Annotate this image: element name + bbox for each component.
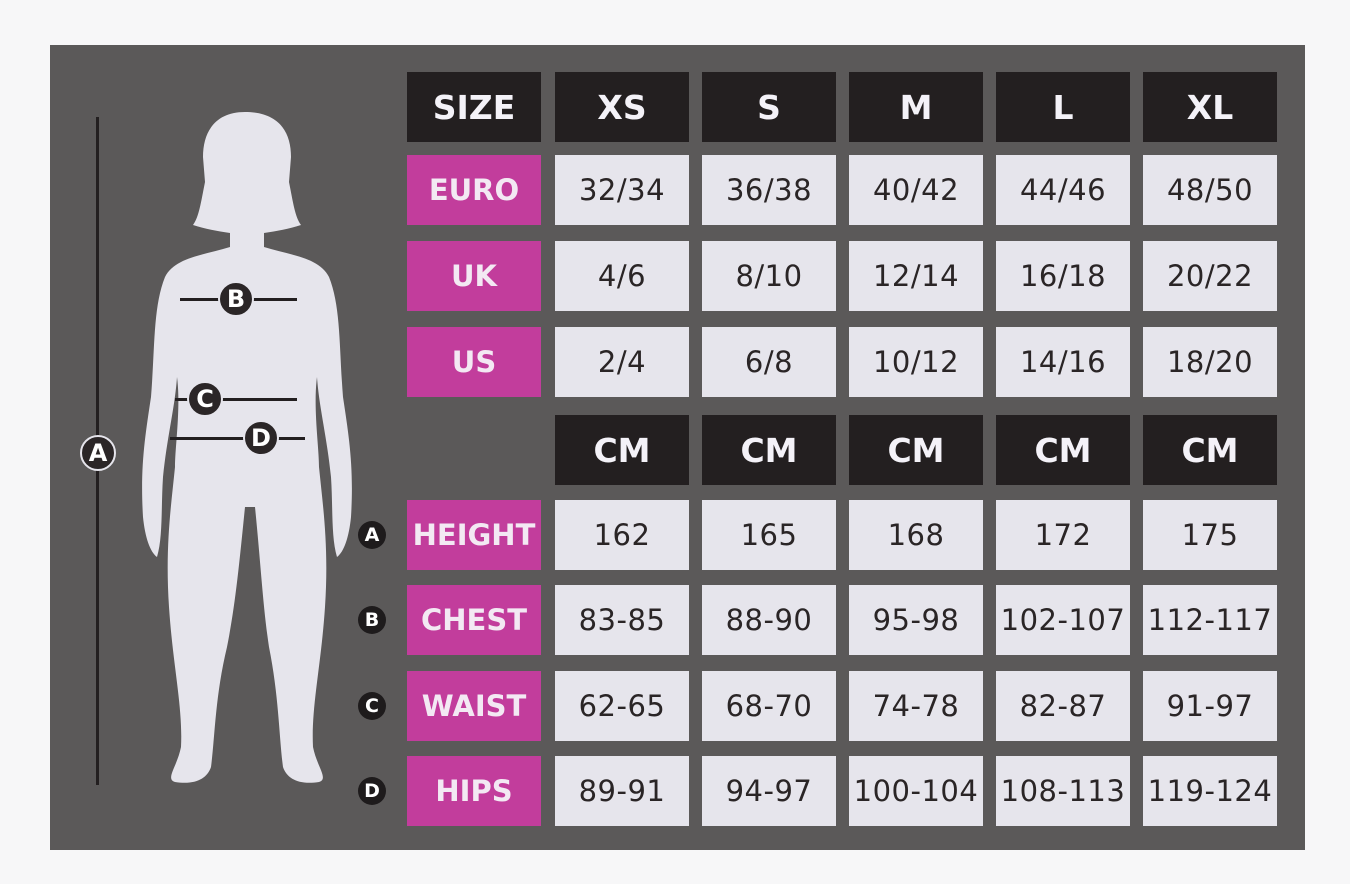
- table-cell: 175: [1143, 500, 1277, 570]
- table-cell: 48/50: [1143, 155, 1277, 225]
- figure-marker-b: B: [218, 281, 254, 317]
- figure-marker-d: D: [243, 420, 279, 456]
- size-chart-card: A B C D SIZE XS S M L XL EURO 32/34 36/38 40/42 44…: [50, 45, 1305, 850]
- unit-header: CM: [555, 415, 689, 485]
- table-cell: 89-91: [555, 756, 689, 826]
- measurement-marker: B: [358, 606, 386, 634]
- unit-header: CM: [702, 415, 836, 485]
- table-cell: 68-70: [702, 671, 836, 741]
- table-cell: 119-124: [1143, 756, 1277, 826]
- table-cell: 8/10: [702, 241, 836, 311]
- row-label: HIPS: [407, 756, 541, 826]
- table-cell: 18/20: [1143, 327, 1277, 397]
- size-column-header: XS: [555, 72, 689, 142]
- row-label: UK: [407, 241, 541, 311]
- measurement-marker: D: [358, 777, 386, 805]
- size-column-header: XL: [1143, 72, 1277, 142]
- table-cell: 40/42: [849, 155, 983, 225]
- row-label: HEIGHT: [407, 500, 541, 570]
- table-cell: 14/16: [996, 327, 1130, 397]
- table-cell: 94-97: [702, 756, 836, 826]
- table-cell: 74-78: [849, 671, 983, 741]
- size-column-header: M: [849, 72, 983, 142]
- table-cell: 10/12: [849, 327, 983, 397]
- table-cell: 172: [996, 500, 1130, 570]
- unit-header: CM: [996, 415, 1130, 485]
- figure-marker-a: A: [80, 435, 116, 471]
- measurement-marker: C: [358, 692, 386, 720]
- unit-header: CM: [849, 415, 983, 485]
- table-cell: 168: [849, 500, 983, 570]
- table-cell: 162: [555, 500, 689, 570]
- table-cell: 108-113: [996, 756, 1130, 826]
- table-cell: 83-85: [555, 585, 689, 655]
- measurement-marker: A: [358, 521, 386, 549]
- row-label: US: [407, 327, 541, 397]
- table-cell: 2/4: [555, 327, 689, 397]
- waist-line: [175, 398, 297, 401]
- unit-header: CM: [1143, 415, 1277, 485]
- row-label: WAIST: [407, 671, 541, 741]
- row-label: EURO: [407, 155, 541, 225]
- row-label: CHEST: [407, 585, 541, 655]
- table-cell: 12/14: [849, 241, 983, 311]
- hips-line: [170, 437, 305, 440]
- size-header: SIZE: [407, 72, 541, 142]
- table-cell: 16/18: [996, 241, 1130, 311]
- table-cell: 91-97: [1143, 671, 1277, 741]
- table-cell: 112-117: [1143, 585, 1277, 655]
- size-column-header: L: [996, 72, 1130, 142]
- table-cell: 36/38: [702, 155, 836, 225]
- table-cell: 165: [702, 500, 836, 570]
- table-cell: 4/6: [555, 241, 689, 311]
- table-cell: 88-90: [702, 585, 836, 655]
- size-column-header: S: [702, 72, 836, 142]
- table-cell: 20/22: [1143, 241, 1277, 311]
- table-cell: 102-107: [996, 585, 1130, 655]
- table-cell: 100-104: [849, 756, 983, 826]
- table-cell: 32/34: [555, 155, 689, 225]
- figure-marker-c: C: [187, 381, 223, 417]
- table-cell: 44/46: [996, 155, 1130, 225]
- table-cell: 82-87: [996, 671, 1130, 741]
- table-cell: 6/8: [702, 327, 836, 397]
- table-cell: 95-98: [849, 585, 983, 655]
- table-cell: 62-65: [555, 671, 689, 741]
